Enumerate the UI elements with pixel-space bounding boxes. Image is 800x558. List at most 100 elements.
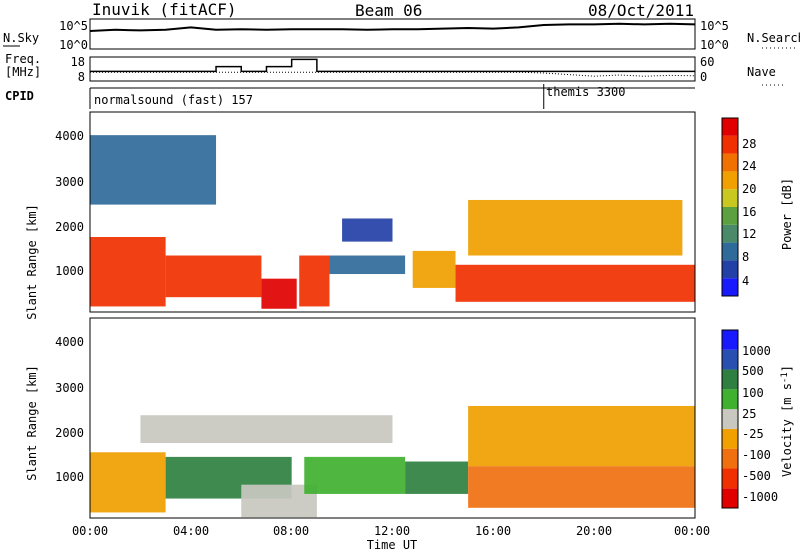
power-region-6: [412, 250, 456, 288]
power-ytick-3000: 3000: [55, 175, 84, 189]
nave-label: Nave: [747, 65, 776, 79]
xtick-1200: 12:00: [374, 524, 410, 538]
xtick-2400: 00:00: [674, 524, 710, 538]
velocity-ytick-2000: 2000: [55, 426, 84, 440]
freq-panel: [89, 56, 696, 82]
velocity-region-1: [140, 415, 393, 443]
xtick-0800: 08:00: [273, 524, 309, 538]
power-cbar-frame: [721, 117, 739, 297]
xtick-1600: 16:00: [475, 524, 511, 538]
power-cbar-swatch-0: [722, 278, 738, 296]
xtick-0000: 00:00: [72, 524, 108, 538]
velocity-cbar-swatch-8: [722, 330, 738, 350]
velocity-cbar-swatch-1: [722, 468, 738, 489]
nave-tick-low: 0: [700, 70, 707, 84]
velocity-region-7: [468, 405, 695, 467]
power-region-0: [90, 237, 166, 307]
velocity-ylabel: Slant Range [km]: [25, 365, 39, 481]
xtick-2000: 20:00: [576, 524, 612, 538]
velocity-cbar-tick-m500: -500: [742, 469, 771, 483]
velocity-cbar-tick-500: 500: [742, 364, 764, 378]
velocity-heatmap: [90, 405, 695, 518]
nsky-label: N.Sky: [3, 31, 39, 45]
power-cbar-tick-28: 28: [742, 137, 756, 151]
power-cbar-swatch-1: [722, 260, 738, 279]
power-heatmap: [90, 135, 695, 309]
power-region-9: [90, 135, 217, 205]
power-ytick-4000: 4000: [55, 129, 84, 143]
nsky-tick-low: 10^0: [59, 38, 88, 52]
power-cbar-tick-4: 4: [742, 274, 749, 288]
power-ytick-2000: 2000: [55, 220, 84, 234]
power-cbar-swatch-2: [722, 242, 738, 261]
velocity-cbar-title: Velocity [m s-1]: [780, 365, 794, 477]
power-region-3: [299, 255, 330, 307]
velocity-panel-frame: [89, 317, 696, 519]
velocity-yticks: 1000 2000 3000 4000: [55, 335, 84, 484]
cpid-mode-1: normalsound (fast) 157: [94, 93, 253, 107]
velocity-region-6: [468, 466, 695, 508]
power-cbar-swatch-7: [722, 153, 738, 172]
power-cbar-tick-24: 24: [742, 159, 756, 173]
power-cbar-swatch-4: [722, 207, 738, 225]
date-title: 08/Oct/2011: [588, 1, 694, 20]
velocity-region-5: [405, 461, 469, 494]
velocity-ytick-3000: 3000: [55, 381, 84, 395]
nsky-line: [89, 22, 696, 32]
power-ylabel: Slant Range [km]: [25, 204, 39, 320]
velocity-cbar-swatch-2: [722, 448, 738, 469]
power-cbar-swatch-8: [722, 135, 738, 154]
velocity-cbar-ticks: 1000 500 100 25 -25 -100 -500 -1000: [742, 344, 778, 504]
freq-label-1: Freq.: [5, 52, 41, 66]
velocity-cbar-frame: [721, 329, 739, 509]
power-cbar-swatch-6: [722, 171, 738, 190]
nsearch-label: N.Search: [747, 31, 800, 45]
freq-line: [90, 58, 695, 73]
nsky-panel: [89, 18, 696, 50]
power-panel-frame: [89, 111, 696, 313]
cpid-label: CPID: [5, 89, 34, 103]
velocity-cbar-swatch-4: [722, 409, 738, 429]
beam-title: Beam 06: [355, 1, 422, 20]
power-colorbar: [721, 117, 739, 297]
power-ytick-1000: 1000: [55, 264, 84, 278]
power-cbar-ticks: 4 8 12 16 20 24 28: [742, 137, 756, 288]
x-axis-title: Time UT: [367, 538, 418, 552]
power-cbar-swatch-5: [722, 189, 738, 207]
velocity-colorbar: [721, 329, 739, 509]
nave-line: [90, 71, 696, 77]
velocity-cbar-tick-m1000: -1000: [742, 490, 778, 504]
velocity-ytick-1000: 1000: [55, 470, 84, 484]
power-region-7: [455, 264, 695, 302]
nsky-tick-high: 10^5: [59, 19, 88, 33]
velocity-cbar-swatch-5: [722, 389, 738, 410]
freq-label-2: [MHz]: [5, 65, 41, 79]
station-title: Inuvik (fitACF): [92, 0, 237, 19]
velocity-cbar-swatch-7: [722, 349, 738, 370]
nsearch-tick-high: 10^5: [700, 19, 729, 33]
freq-tick-low: 8: [78, 70, 85, 84]
power-region-2: [261, 278, 297, 309]
velocity-cbar-tick-25: 25: [742, 407, 756, 421]
xtick-0400: 04:00: [173, 524, 209, 538]
power-yticks: 1000 2000 3000 4000: [55, 129, 84, 278]
power-cbar-swatch-9: [722, 118, 738, 136]
power-cbar-tick-8: 8: [742, 250, 749, 264]
velocity-ytick-4000: 4000: [55, 335, 84, 349]
nsearch-tick-low: 10^0: [700, 38, 729, 52]
velocity-cbar-tick-100: 100: [742, 386, 764, 400]
power-cbar-tick-16: 16: [742, 205, 756, 219]
nsky-series: [89, 22, 696, 32]
x-axis: 00:00 04:00 08:00 12:00 16:00 20:00 00:0…: [72, 524, 710, 538]
cpid-mode-2: themis 3300: [546, 85, 625, 99]
velocity-cbar-swatch-6: [722, 369, 738, 390]
velocity-cbar-tick-m100: -100: [742, 448, 771, 462]
power-cbar-swatch-3: [722, 224, 738, 243]
power-cbar-tick-12: 12: [742, 227, 756, 241]
velocity-region-0: [90, 452, 166, 513]
freq-tick-high: 18: [71, 55, 85, 69]
velocity-cbar-tick-1000: 1000: [742, 344, 771, 358]
velocity-cbar-swatch-3: [722, 428, 738, 449]
velocity-cbar-swatch-0: [722, 488, 738, 508]
power-region-8: [468, 199, 683, 256]
